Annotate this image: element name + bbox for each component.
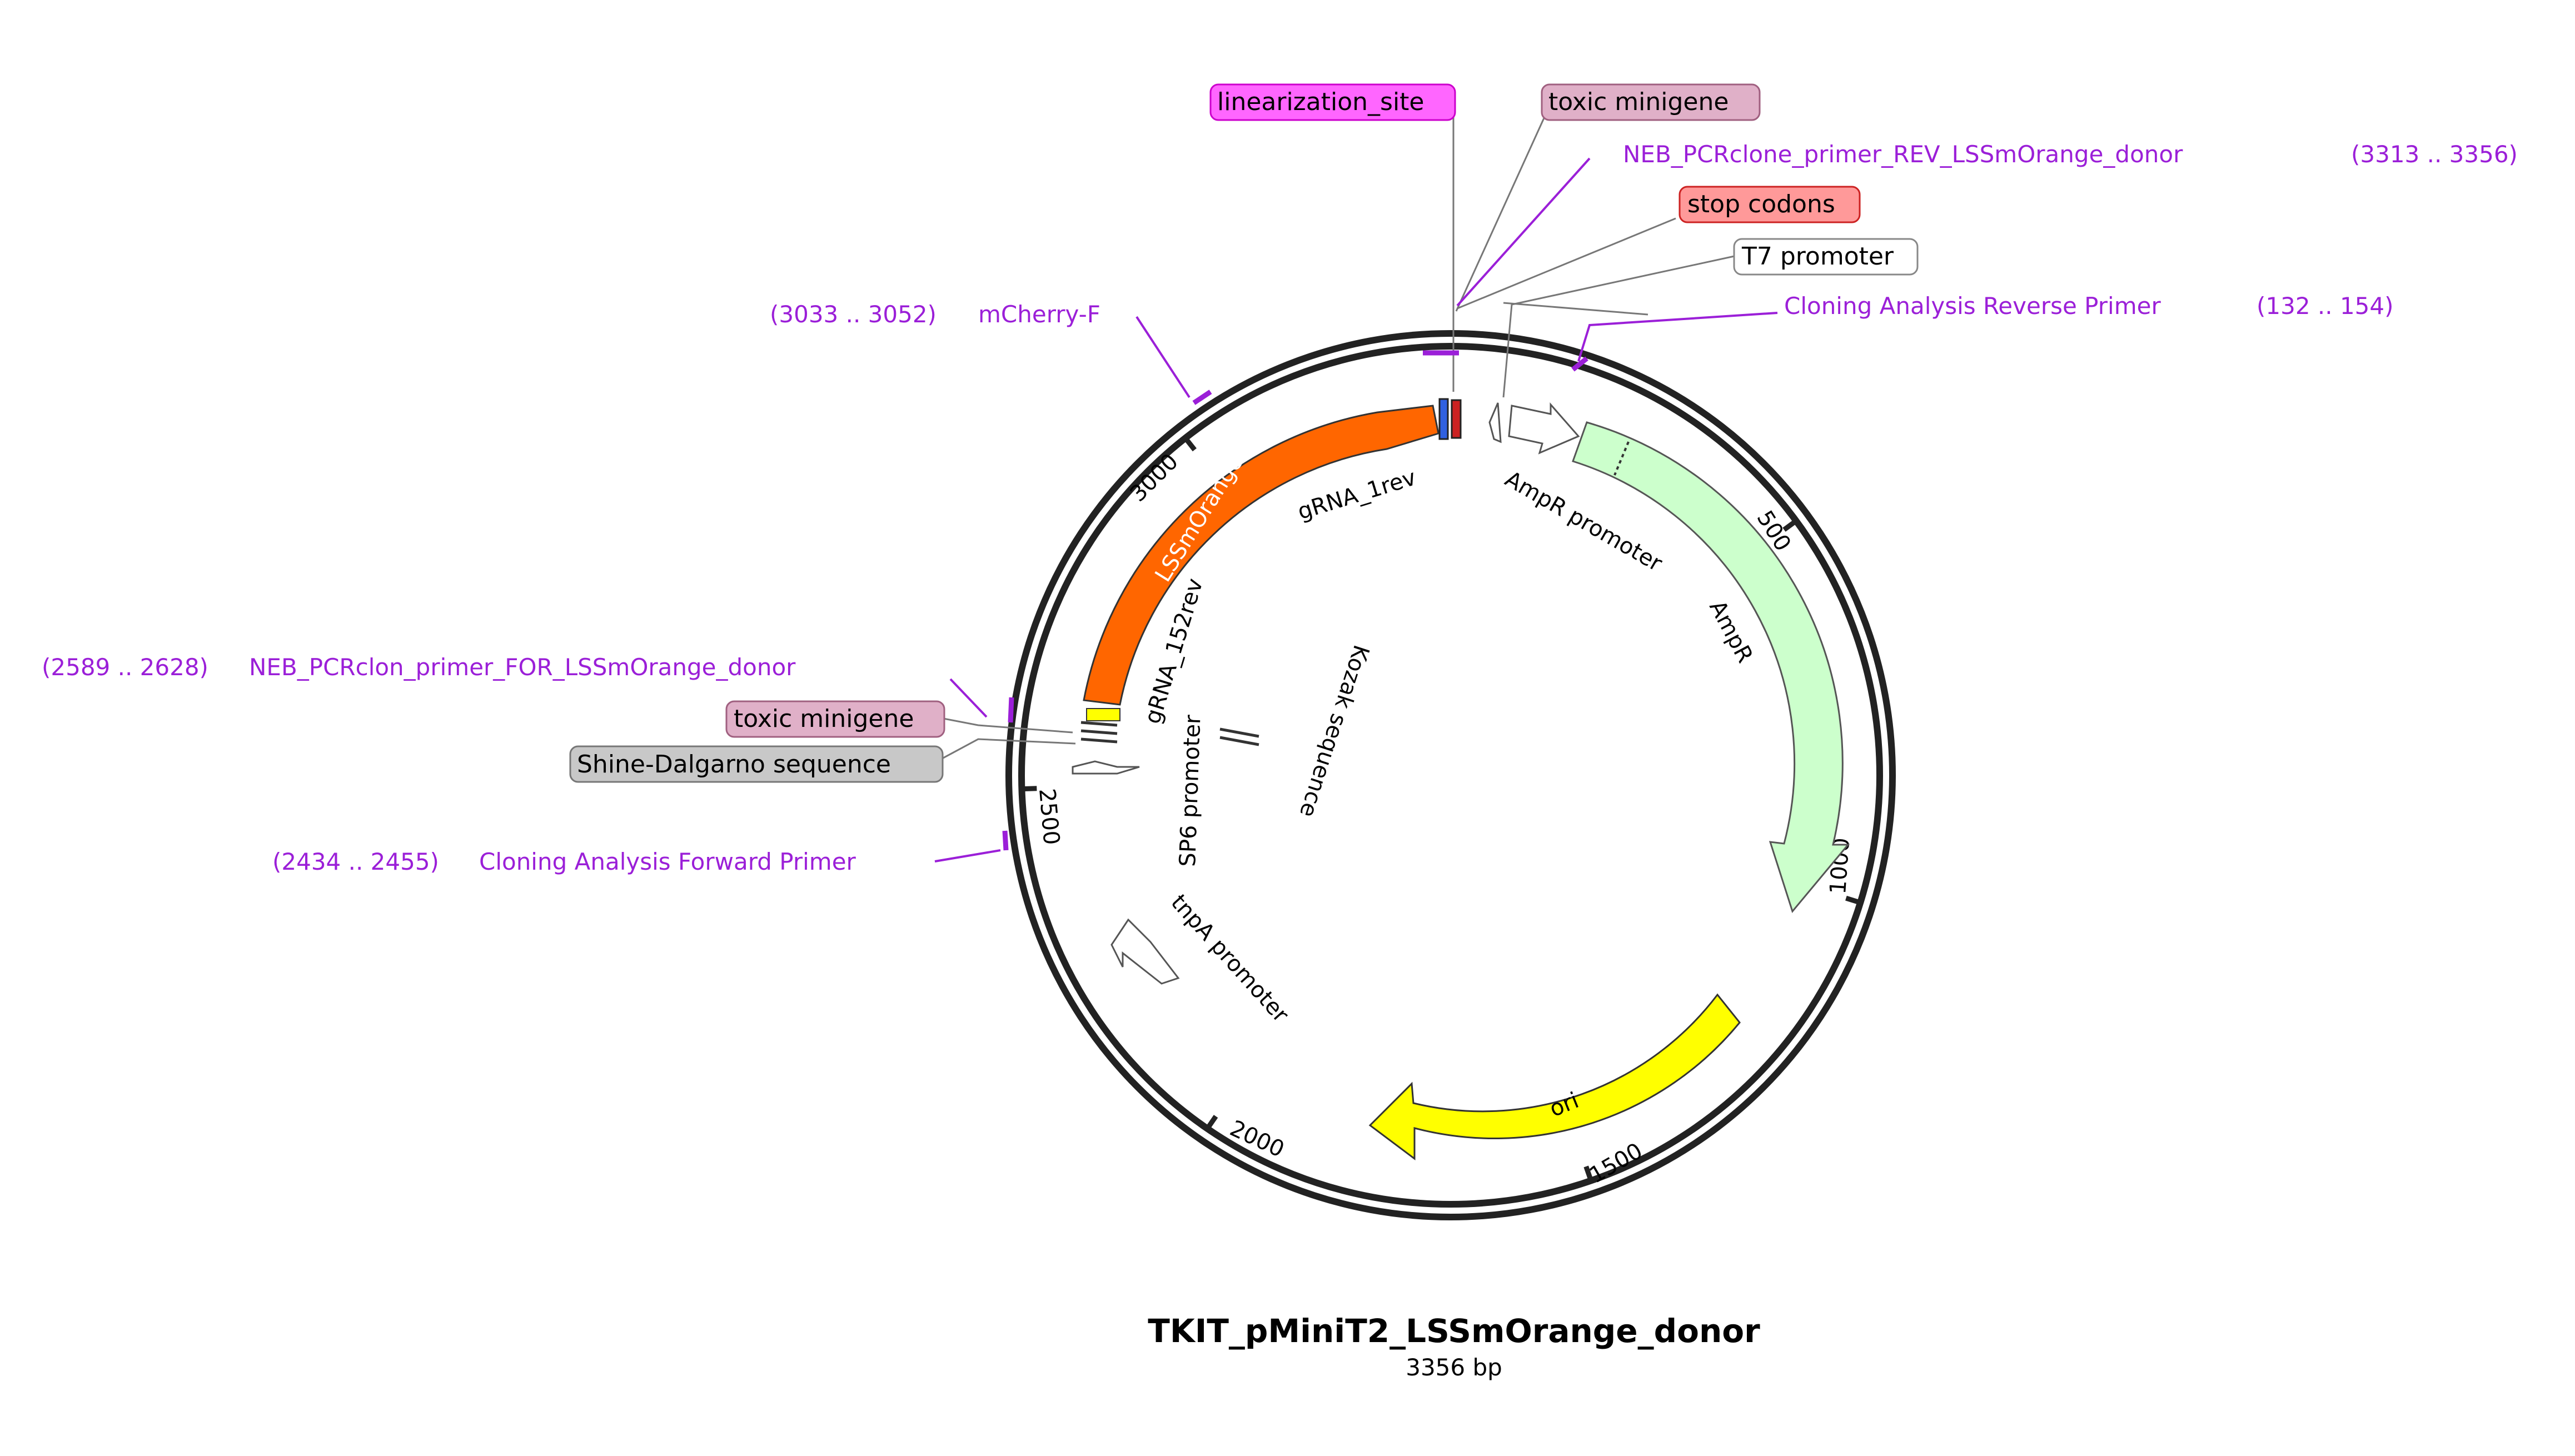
toxic-minigene-left-label: toxic minigene: [734, 705, 914, 733]
neb-rev-primer-range: (3313 .. 3356): [2351, 141, 2518, 168]
tick-500: [1782, 518, 1798, 532]
neb-for-primer-name[interactable]: NEB_PCRclon_primer_FOR_LSSmOrange_donor: [249, 654, 796, 681]
toxic-minigene-block: [1086, 708, 1120, 721]
tick-1000: [1845, 895, 1861, 905]
callout-stop-codons[interactable]: stop codons: [1679, 186, 1861, 223]
primer-leaders: [934, 157, 1778, 862]
tick-marks: [1022, 436, 1861, 1181]
kozak-mark-1: [1219, 727, 1259, 738]
lssmorange-feature[interactable]: [1083, 405, 1440, 706]
tnpa-promoter-feature[interactable]: [1110, 918, 1180, 985]
callout-t7-promoter[interactable]: T7 promoter: [1733, 238, 1919, 276]
ampr-promoter-feature[interactable]: [1508, 402, 1580, 455]
cloning-rev-primer-name[interactable]: Cloning Analysis Reverse Primer: [1784, 292, 2161, 320]
grna-1rev-mark: [1438, 398, 1449, 440]
small-promoter-arrow: [1488, 402, 1502, 443]
stop-codons-label: stop codons: [1687, 190, 1835, 218]
kozak-mark-2: [1219, 736, 1259, 746]
callout-leaders: [934, 115, 1737, 764]
grna-1rev-label: gRNA_1rev: [1294, 465, 1419, 525]
mcherry-f-primer-name[interactable]: mCherry-F: [978, 301, 1100, 328]
ampr-feature[interactable]: [1572, 421, 1850, 914]
kozak-label: Kozak sequence: [1294, 642, 1374, 820]
neb-for-primer-range: (2589 .. 2628): [42, 654, 208, 681]
backbone-outer-ring: [1005, 330, 1896, 1220]
stop-codons-block: [1451, 399, 1462, 439]
plasmid-name: TKIT_pMiniT2_LSSmOrange_donor: [1148, 1312, 1760, 1350]
linearization-site-label: linearization_site: [1217, 88, 1425, 116]
sd-mark-1: [1080, 721, 1118, 727]
callout-shine-dalgarno[interactable]: Shine-Dalgarno sequence: [569, 745, 944, 783]
t7-promoter-label: T7 promoter: [1741, 242, 1894, 271]
sd-mark-3: [1080, 737, 1118, 744]
tick-label-1500: 1500: [1585, 1138, 1647, 1189]
ampr-label: AmpR: [1704, 596, 1758, 667]
tick-3000: [1183, 436, 1197, 452]
toxic-minigene-top-label: toxic minigene: [1548, 88, 1729, 116]
cloning-for-primer-range: (2434 .. 2455): [272, 848, 439, 875]
tick-1500: [1583, 1165, 1593, 1181]
shine-dalgarno-label: Shine-Dalgarno sequence: [577, 750, 891, 779]
sd-mark-2: [1080, 729, 1118, 735]
primer-marks: [1002, 350, 1588, 851]
neb-rev-primer-name[interactable]: NEB_PCRclone_primer_REV_LSSmOrange_donor: [1623, 141, 2183, 168]
sp6-promoter-label: SP6 promoter: [1175, 714, 1206, 867]
tick-label-2500: 2500: [1034, 787, 1064, 846]
callout-toxic-minigene-top[interactable]: toxic minigene: [1541, 83, 1761, 121]
tick-2000: [1205, 1115, 1218, 1130]
plasmid-size: 3356 bp: [1406, 1354, 1502, 1381]
callout-toxic-minigene-left[interactable]: toxic minigene: [725, 700, 945, 738]
ori-feature[interactable]: [1368, 993, 1741, 1160]
callout-linearization-site[interactable]: linearization_site: [1209, 83, 1456, 121]
tnpa-promoter-label: tnpA promoter: [1166, 890, 1294, 1028]
mcherry-f-primer-range: (3033 .. 3052): [770, 301, 937, 328]
cloning-for-primer-name[interactable]: Cloning Analysis Forward Primer: [479, 848, 856, 875]
shine-dalgarno-feature: [1072, 760, 1140, 775]
backbone-inner-ring: [1018, 343, 1883, 1208]
tick-label-3000: 3000: [1125, 449, 1184, 507]
cloning-rev-primer-range: (132 .. 154): [2257, 292, 2394, 320]
